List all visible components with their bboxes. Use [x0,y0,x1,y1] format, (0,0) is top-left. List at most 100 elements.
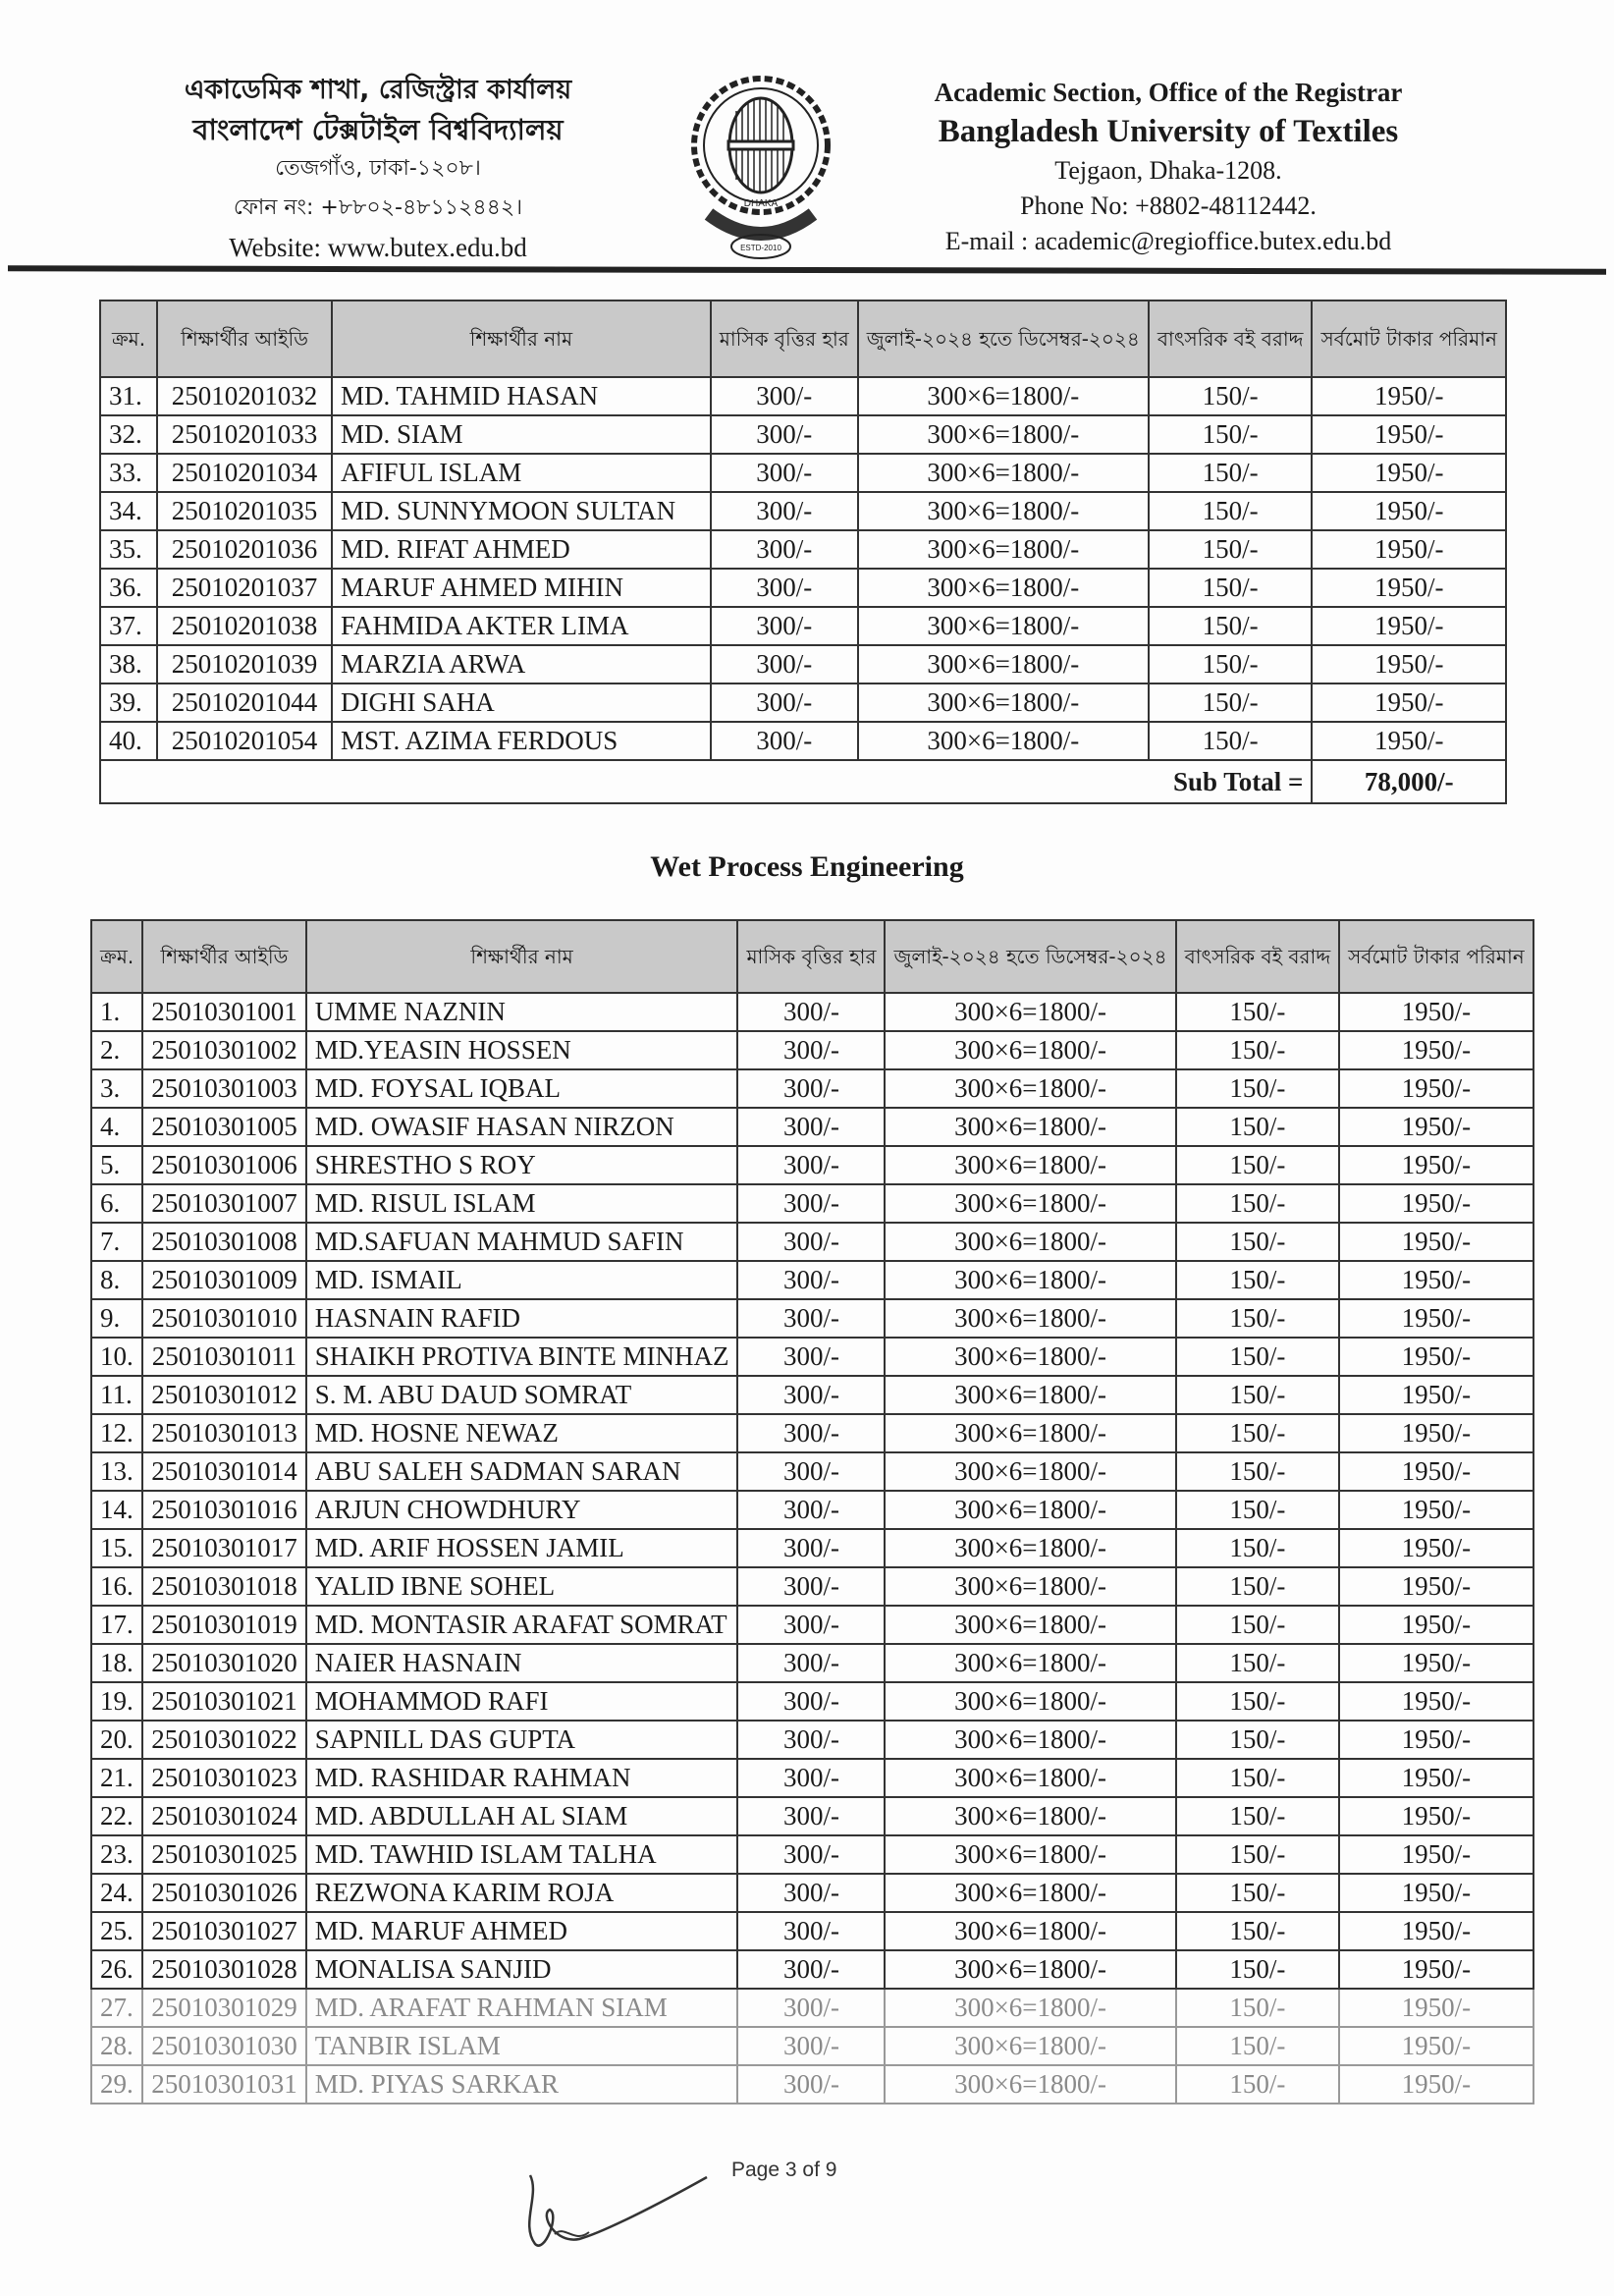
student-id-cell: 25010301029 [141,1988,307,2028]
serial-cell: 40. [98,721,159,761]
table-row: 26. 25010301028 MONALISA SANJID 300/- 300×6=… [89,1949,1534,1990]
university-logo: DHAKA ESTD-2010 [691,76,831,259]
monthly-rate-cell: 300/- [709,721,859,761]
serial-cell: 28. [89,2026,144,2066]
student-id-cell: 25010201054 [156,721,333,761]
student-name-cell: MD. TAWHID ISLAM TALHA [304,1834,739,1875]
serial-cell: 11. [89,1375,144,1415]
monthly-rate-cell: 300/- [736,1145,887,1185]
total-amount-cell: 1950/- [1338,1413,1534,1453]
monthly-rate-cell: 300/- [736,1873,887,1913]
book-allowance-cell: 150/- [1147,721,1314,761]
period-amount-cell: 300×6=1800/- [884,1413,1177,1453]
table-row: 37. 25010201038 FAHMIDA AKTER LIMA 300/- 300… [98,606,1507,646]
student-name-cell: SAPNILL DAS GUPTA [304,1720,739,1760]
total-amount-cell: 1950/- [1311,376,1507,416]
student-name-cell: MONALISA SANJID [304,1949,739,1990]
book-allowance-cell: 150/- [1174,1911,1341,1951]
serial-cell: 13. [89,1451,144,1492]
period-amount-cell: 300×6=1800/- [884,1720,1177,1760]
column-header-student-id: শিক্ষার্থীর আইডি [141,919,307,994]
student-name-cell: MD. HOSNE NEWAZ [304,1413,739,1453]
period-amount-cell: 300×6=1800/- [884,1988,1177,2028]
column-header-total-amount: সর্বমোট টাকার পরিমান [1311,300,1507,378]
column-header-book-allowance: বাৎসরিক বই বরাদ্দ [1174,919,1341,994]
total-amount-cell: 1950/- [1338,1949,1534,1990]
subtotal-row: Sub Total = 78,000/- [98,759,1507,804]
student-id-cell: 25010301013 [141,1413,307,1453]
student-id-cell: 25010301012 [141,1375,307,1415]
book-allowance-cell: 150/- [1174,1528,1341,1568]
student-name-cell: MD.YEASIN HOSSEN [304,1030,739,1070]
period-amount-cell: 300×6=1800/- [856,606,1150,646]
monthly-rate-cell: 300/- [736,1183,887,1224]
book-allowance-cell: 150/- [1147,683,1314,723]
total-amount-cell: 1950/- [1338,1298,1534,1339]
table-row: 20. 25010301022 SAPNILL DAS GUPTA 300/- 300×… [89,1720,1534,1760]
book-allowance-cell: 150/- [1174,1758,1341,1798]
book-allowance-cell: 150/- [1174,1183,1341,1224]
student-id-cell: 25010201036 [156,529,333,570]
table-row: 28. 25010301030 TANBIR ISLAM 300/- 300×6=180… [89,2026,1534,2066]
total-amount-cell: 1950/- [1311,721,1507,761]
column-header-book-allowance: বাৎসরিক বই বরাদ্দ [1147,300,1314,378]
serial-cell: 36. [98,568,159,608]
total-amount-cell: 1950/- [1338,1720,1534,1760]
column-header-period-amount: জুলাই-২০২৪ হতে ডিসেম্বর-২০২৪ [856,300,1150,378]
svg-text:DHAKA: DHAKA [744,198,779,209]
period-amount-cell: 300×6=1800/- [856,414,1150,455]
serial-cell: 1. [89,992,144,1032]
student-id-cell: 25010301025 [141,1834,307,1875]
total-amount-cell: 1950/- [1311,644,1507,684]
period-amount-cell: 300×6=1800/- [884,1145,1177,1185]
student-name-cell: ARJUN CHOWDHURY [304,1490,739,1530]
monthly-rate-cell: 300/- [709,644,859,684]
monthly-rate-cell: 300/- [709,376,859,416]
student-name-cell: DIGHI SAHA [331,683,712,723]
total-amount-cell: 1950/- [1338,2026,1534,2066]
total-amount-cell: 1950/- [1338,1337,1534,1377]
total-amount-cell: 1950/- [1338,1145,1534,1185]
student-name-cell: HASNAIN RAFID [304,1298,739,1339]
book-allowance-cell: 150/- [1174,1490,1341,1530]
student-id-cell: 25010201034 [156,453,333,493]
serial-cell: 19. [89,1681,144,1722]
total-amount-cell: 1950/- [1338,1758,1534,1798]
monthly-rate-cell: 300/- [736,1528,887,1568]
period-amount-cell: 300×6=1800/- [856,453,1150,493]
student-name-cell: MD. RIFAT AHMED [331,529,712,570]
monthly-rate-cell: 300/- [736,1911,887,1951]
table-row: 22. 25010301024 MD. ABDULLAH AL SIAM 300/- 3… [89,1796,1534,1836]
book-allowance-cell: 150/- [1174,992,1341,1032]
student-id-cell: 25010301006 [141,1145,307,1185]
book-allowance-cell: 150/- [1174,1720,1341,1760]
book-allowance-cell: 150/- [1174,1451,1341,1492]
monthly-rate-cell: 300/- [736,1720,887,1760]
student-id-cell: 25010301021 [141,1681,307,1722]
period-amount-cell: 300×6=1800/- [884,1375,1177,1415]
student-name-cell: MD. MARUF AHMED [304,1911,739,1951]
table-row: 10. 25010301011 SHAIKH PROTIVA BINTE MINHA… [89,1337,1534,1377]
monthly-rate-cell: 300/- [709,491,859,531]
student-id-cell: 25010301022 [141,1720,307,1760]
student-name-cell: MD. OWASIF HASAN NIRZON [304,1107,739,1147]
bn-phone: ফোন নং: +৮৮০২-৪৮১১২৪৪২। [233,195,523,220]
monthly-rate-cell: 300/- [736,1068,887,1109]
student-name-cell: MD. ARAFAT RAHMAN SIAM [304,1988,739,2028]
total-amount-cell: 1950/- [1338,1183,1534,1224]
column-header-serial: ক্রম. [98,300,159,378]
total-amount-cell: 1950/- [1338,1375,1534,1415]
period-amount-cell: 300×6=1800/- [884,1068,1177,1109]
book-allowance-cell: 150/- [1174,1260,1341,1300]
period-amount-cell: 300×6=1800/- [884,2026,1177,2066]
serial-cell: 35. [98,529,159,570]
monthly-rate-cell: 300/- [736,1260,887,1300]
total-amount-cell: 1950/- [1338,1873,1534,1913]
student-name-cell: S. M. ABU DAUD SOMRAT [304,1375,739,1415]
student-id-cell: 25010201032 [156,376,333,416]
serial-cell: 5. [89,1145,144,1185]
total-amount-cell: 1950/- [1338,1834,1534,1875]
serial-cell: 22. [89,1796,144,1836]
monthly-rate-cell: 300/- [736,1796,887,1836]
serial-cell: 24. [89,1873,144,1913]
